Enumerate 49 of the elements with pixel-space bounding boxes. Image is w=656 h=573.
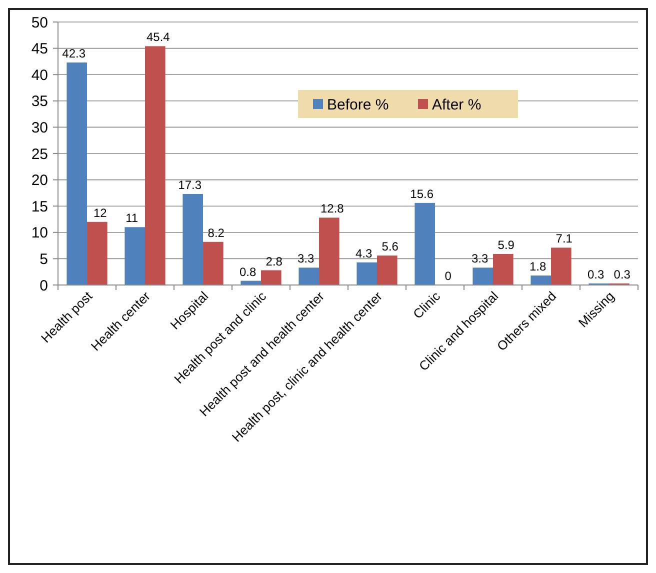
data-label: 0.3 xyxy=(588,267,605,282)
y-tick-label: 40 xyxy=(31,66,48,84)
data-label: 5.9 xyxy=(498,238,515,252)
bar xyxy=(203,242,224,285)
bar xyxy=(298,268,319,285)
data-label: 5.6 xyxy=(382,240,399,254)
bar xyxy=(261,270,282,285)
y-tick-label: 45 xyxy=(31,40,48,58)
data-label: 8.2 xyxy=(208,226,225,240)
bar xyxy=(124,227,145,285)
data-label: 12 xyxy=(93,206,108,220)
data-label: 12.8 xyxy=(320,202,344,216)
y-tick-label: 15 xyxy=(31,198,48,216)
bar xyxy=(377,256,398,285)
bar xyxy=(472,268,493,285)
data-label: 15.6 xyxy=(410,186,434,201)
data-label: 3.3 xyxy=(298,252,315,266)
data-label: 0 xyxy=(444,269,452,283)
y-tick-label: 0 xyxy=(40,277,48,294)
data-label: 45.4 xyxy=(146,30,170,44)
y-tick-label: 35 xyxy=(31,93,48,110)
bar xyxy=(530,276,551,285)
bar xyxy=(66,62,87,285)
data-label: 3.3 xyxy=(472,252,489,266)
bar xyxy=(551,248,572,285)
bar xyxy=(145,46,166,285)
legend-label: Before % xyxy=(327,96,389,114)
data-label: 2.8 xyxy=(266,254,283,268)
y-tick-label: 50 xyxy=(31,14,48,32)
y-tick-label: 20 xyxy=(31,172,48,190)
data-label: 42.3 xyxy=(62,46,86,60)
bar xyxy=(493,254,514,285)
data-label: 7.1 xyxy=(556,232,573,246)
legend-label: After % xyxy=(432,96,482,114)
bar xyxy=(356,262,377,285)
bar xyxy=(182,194,203,285)
y-tick-label: 30 xyxy=(31,119,48,136)
data-label: 0.8 xyxy=(240,264,257,279)
data-label: 0.3 xyxy=(614,267,631,282)
data-label: 17.3 xyxy=(178,178,202,192)
bar xyxy=(414,202,435,285)
bar xyxy=(87,222,108,285)
data-label: 4.3 xyxy=(356,246,373,260)
y-tick-label: 5 xyxy=(40,250,48,268)
data-label: 11 xyxy=(126,211,138,226)
y-tick-label: 10 xyxy=(31,224,48,242)
y-tick-label: 25 xyxy=(31,146,48,163)
bar xyxy=(319,218,340,285)
data-label: 1.8 xyxy=(530,260,547,274)
